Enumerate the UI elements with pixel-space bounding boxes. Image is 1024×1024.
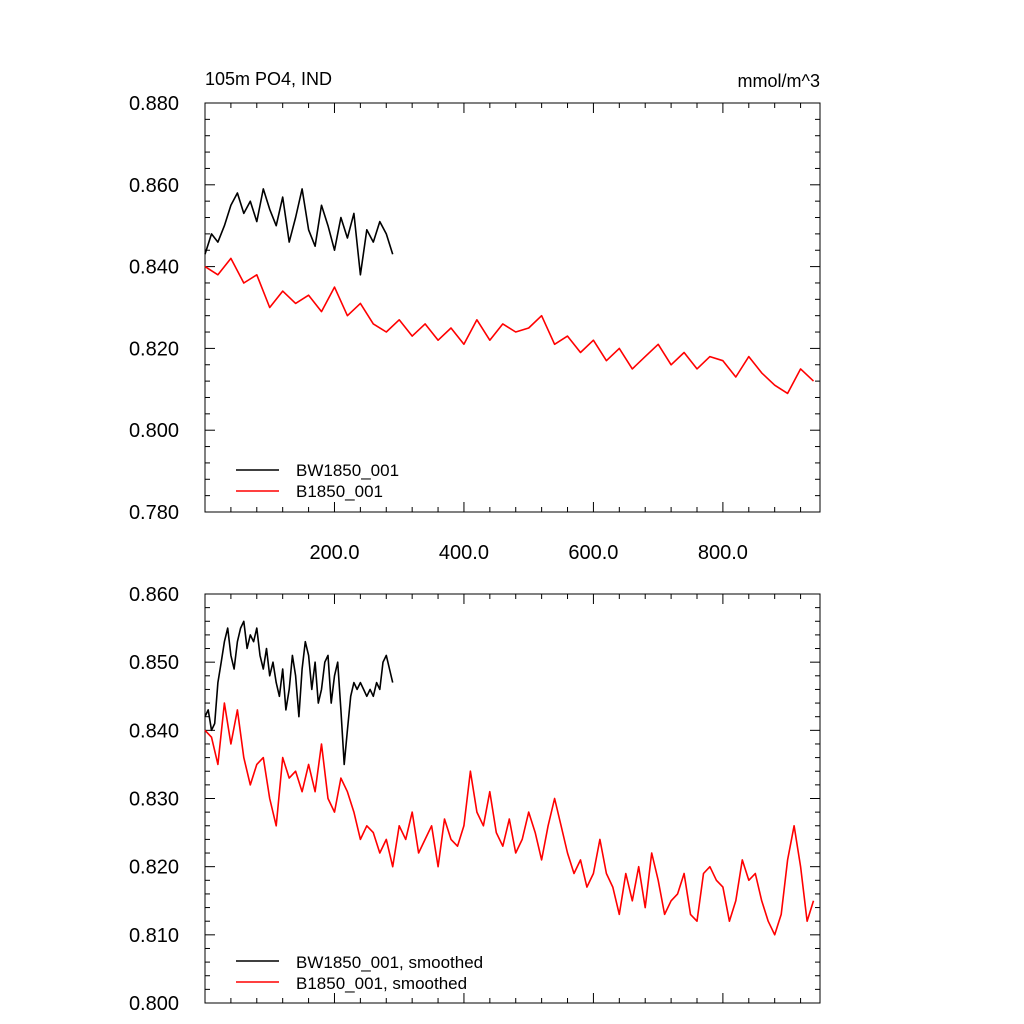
panel1-series-line-1 [204,257,815,395]
panel2-ytick-label: 0.840 [129,720,179,742]
panel2-frame [204,593,821,1004]
panel2-ytick-label: 0.810 [129,925,179,947]
panel1-xtick-label: 400.0 [439,542,489,564]
legend1-label-1: B1850_001 [296,482,383,501]
panel1-frame [204,102,821,513]
panel2-legend: BW1850_001, smoothed B1850_001, smoothed [236,953,483,993]
panel1-ticks: 0.780 0.800 0.820 0.840 0.860 0.880 200.0 400.0… [129,93,820,564]
panel1-xtick-label: 200.0 [309,542,359,564]
legend2-label-1: B1850_001, smoothed [296,974,467,993]
panel1-series [204,188,815,395]
panel2-series-line-1 [204,702,815,936]
panel2-ticks: 0.800 0.810 0.820 0.830 0.840 0.850 0.860 [129,584,820,1015]
legend1-label-0: BW1850_001 [296,461,399,480]
panel1-series-line-0 [204,188,394,276]
panel1-title-right: mmol/m^3 [738,71,820,91]
panel1-legend: BW1850_001 B1850_001 [236,461,399,501]
panel1-ytick-label: 0.800 [129,420,179,442]
panel1-ytick-label: 0.860 [129,175,179,197]
panel2-ytick-label: 0.820 [129,857,179,879]
panel1-ytick-label: 0.780 [129,502,179,524]
panel2-ytick-label: 0.850 [129,652,179,674]
panel2-ytick-label: 0.830 [129,789,179,811]
panel2-series-line-0 [204,620,394,766]
panel2-ytick-label: 0.800 [129,993,179,1015]
panel2-ytick-label: 0.860 [129,584,179,606]
panel1-title-left: 105m PO4, IND [205,69,332,89]
panel1-xtick-label: 800.0 [698,542,748,564]
panel1-ytick-label: 0.820 [129,338,179,360]
panel1-ytick-label: 0.880 [129,93,179,115]
panel2-series [204,620,815,936]
legend2-label-0: BW1850_001, smoothed [296,953,483,972]
panel1-xtick-label: 600.0 [568,542,618,564]
panel1-ytick-label: 0.840 [129,257,179,279]
